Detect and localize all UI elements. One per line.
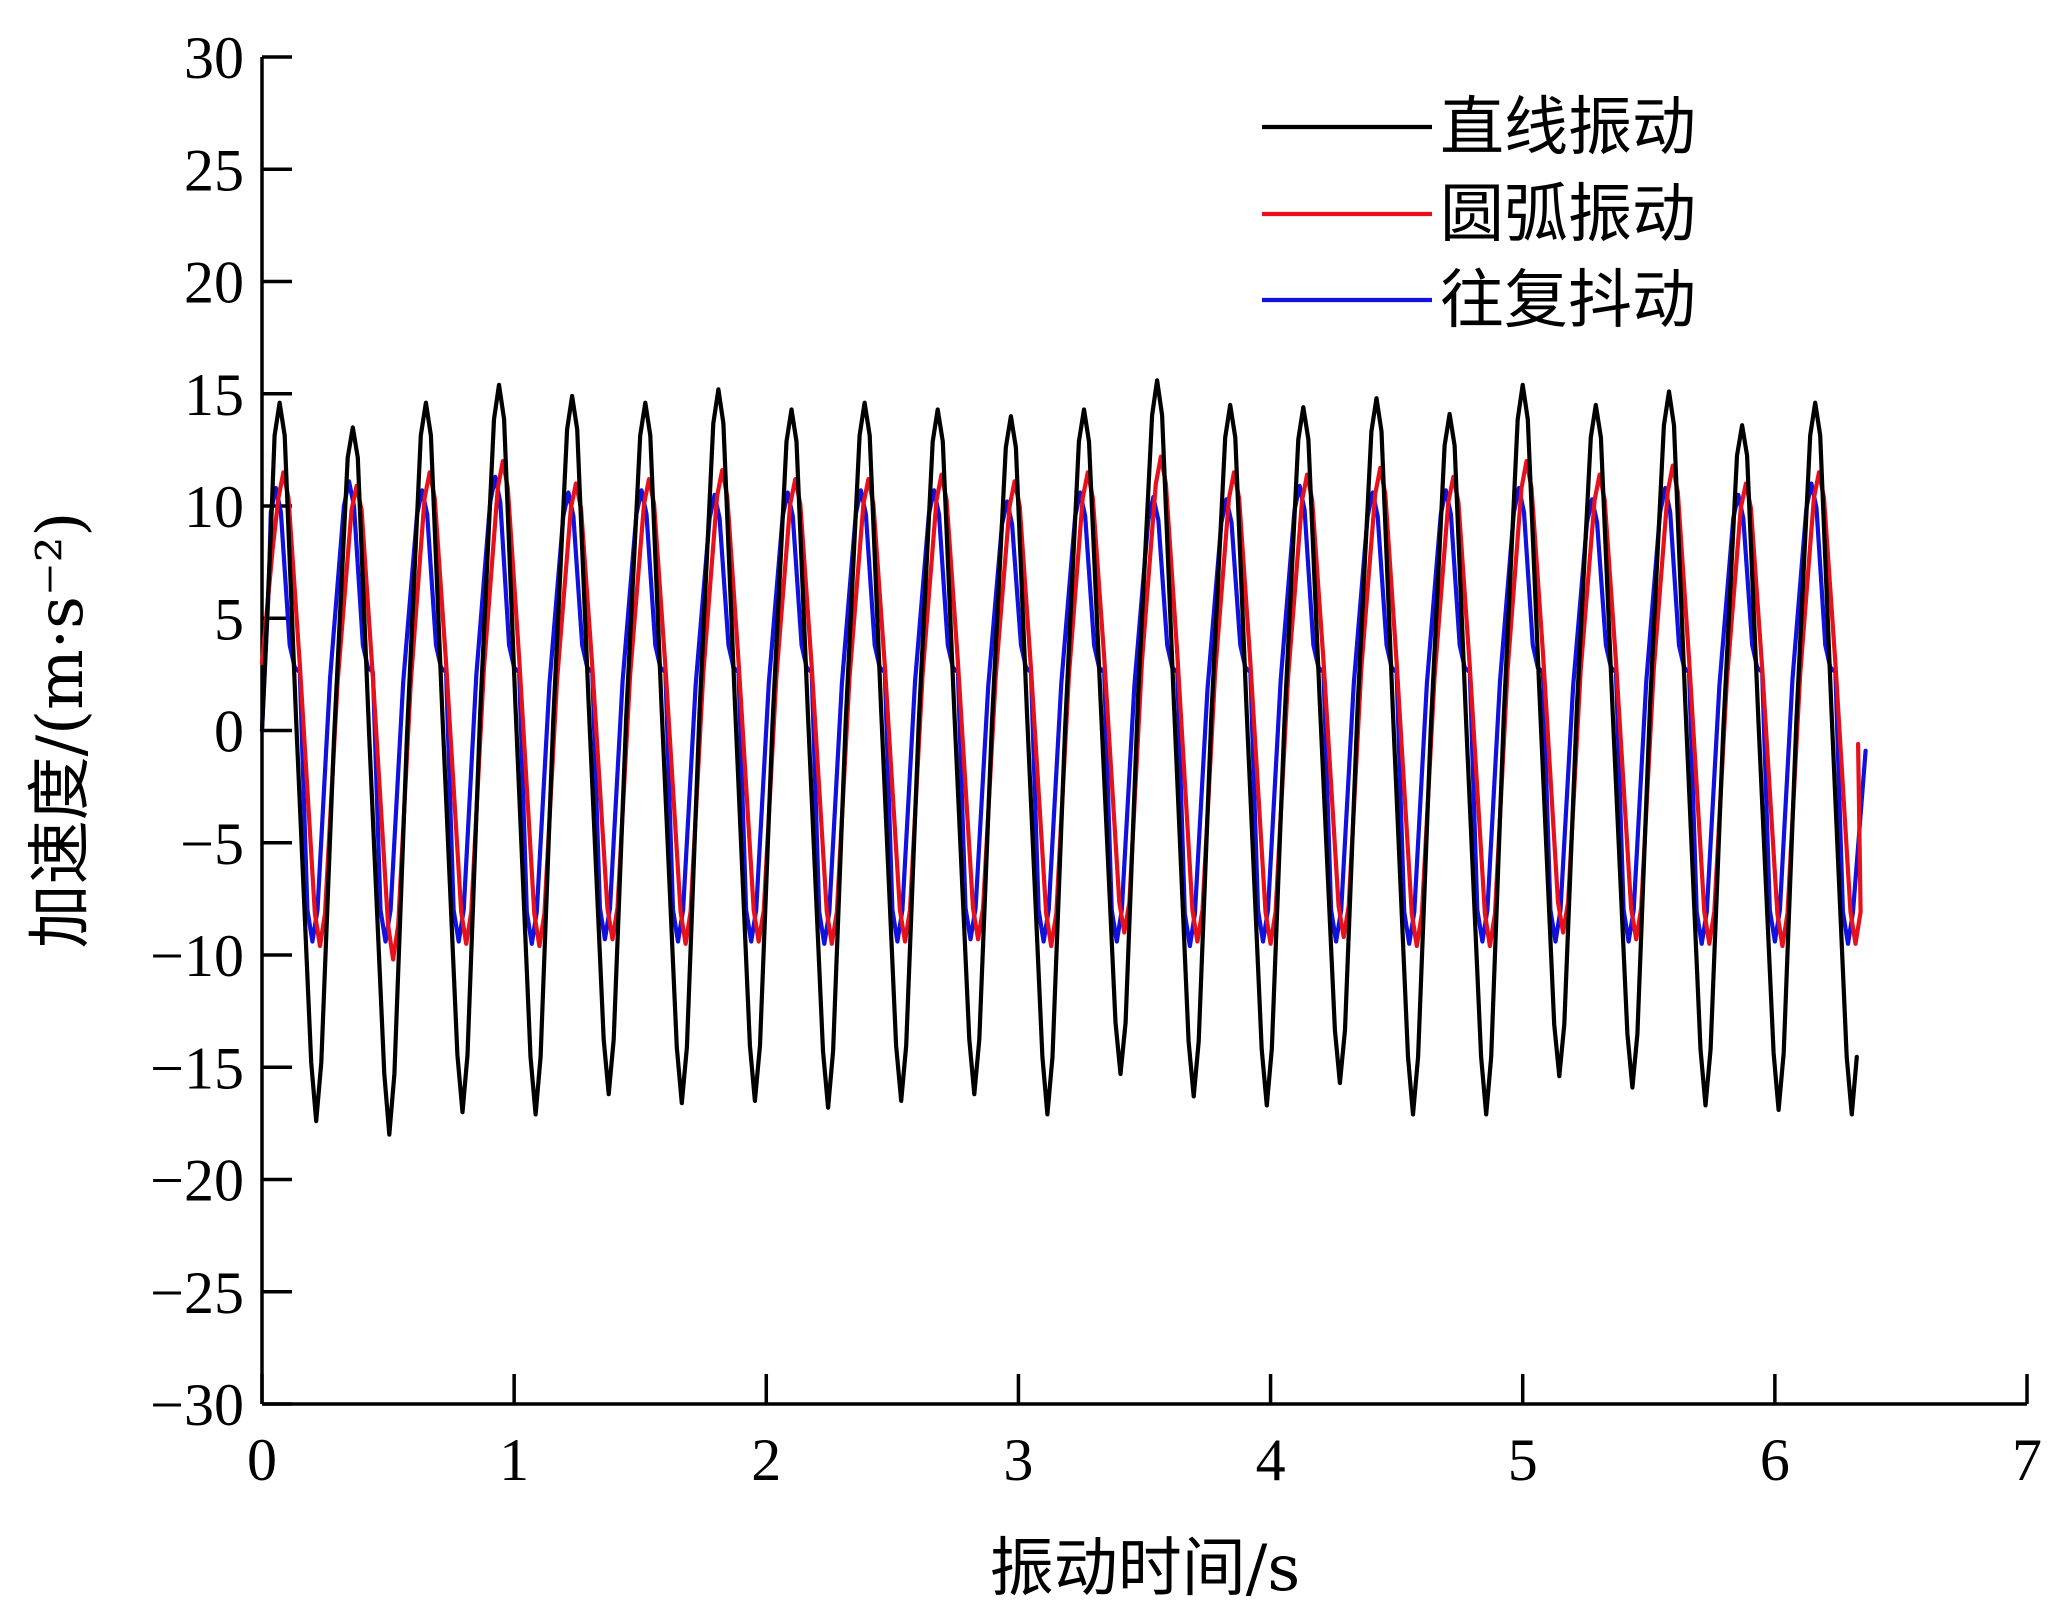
x-tick-label-6: 6 (1760, 1427, 1790, 1493)
x-tick-label-5: 5 (1508, 1427, 1538, 1493)
y-tick-label--20: −20 (150, 1148, 244, 1214)
x-axis-title: 振动时间/s (990, 1532, 1300, 1606)
y-tick-label-10: 10 (184, 474, 244, 540)
series-line-0 (259, 378, 1859, 1137)
series-layer (259, 378, 1868, 1137)
y-tick-label--5: −5 (180, 811, 244, 877)
legend-label-1: 圆弧振动 (1440, 178, 1696, 252)
series-line-2 (259, 474, 1868, 949)
legend-label-2: 往复抖动 (1440, 264, 1696, 338)
y-axis-ticks: 30 25 20 15 10 5 0 −5 −10 −15 −20 −25 −30 (150, 25, 292, 1438)
x-tick-label-1: 1 (499, 1427, 529, 1493)
y-tick-label--15: −15 (150, 1035, 244, 1101)
y-tick-label--25: −25 (150, 1260, 244, 1326)
x-axis-ticks: 0 1 2 3 4 5 6 7 (247, 1374, 2042, 1493)
y-tick-label--10: −10 (150, 923, 244, 989)
y-axis-title: 加速度/(m·s⁻²) (24, 512, 98, 949)
y-tick-label-20: 20 (184, 250, 244, 316)
y-tick-label-0: 0 (214, 699, 244, 765)
x-tick-label-4: 4 (1256, 1427, 1286, 1493)
y-tick-label-15: 15 (184, 362, 244, 428)
y-tick-label--30: −30 (150, 1372, 244, 1438)
y-tick-label-25: 25 (184, 137, 244, 203)
y-tick-label-5: 5 (214, 586, 244, 652)
x-tick-label-3: 3 (1003, 1427, 1033, 1493)
x-tick-label-0: 0 (247, 1427, 277, 1493)
plot-area: 0 1 2 3 4 5 6 7 30 25 20 15 10 5 0 −5 −10 −15 −20 −25 −30 (150, 25, 2042, 1493)
legend-label-0: 直线振动 (1440, 91, 1696, 165)
x-tick-label-7: 7 (2012, 1427, 2042, 1493)
y-tick-label-30: 30 (184, 25, 244, 91)
x-tick-label-2: 2 (751, 1427, 781, 1493)
